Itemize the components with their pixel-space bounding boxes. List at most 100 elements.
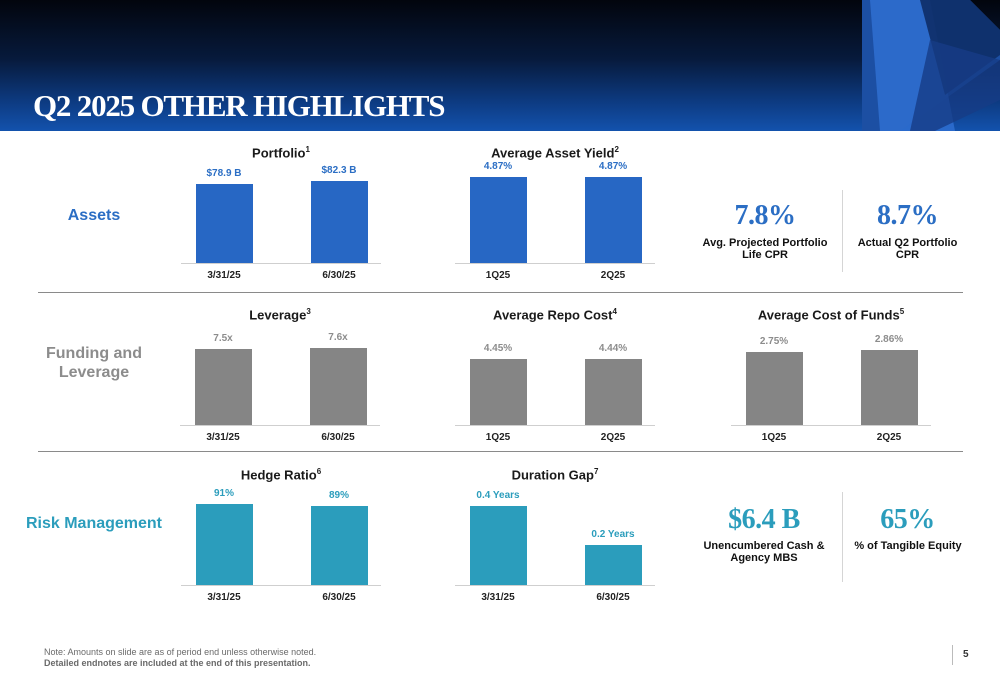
category-label: 6/30/25 bbox=[321, 432, 355, 443]
bar-value-label: 4.45% bbox=[483, 343, 513, 354]
endnote-marker: 5 bbox=[899, 307, 905, 316]
kpi-tangible-equity-label: % of Tangible Equity bbox=[854, 540, 962, 552]
category-label: 2Q25 bbox=[600, 270, 626, 281]
bar bbox=[469, 359, 527, 425]
footnote-line-1: Note: Amounts on slide are as of period … bbox=[44, 647, 317, 657]
chart-baseline bbox=[181, 263, 381, 264]
bar-value-label: 89% bbox=[328, 490, 349, 501]
bar-value-label: 7.5x bbox=[213, 333, 233, 344]
bar-value-label: 0.4 Years bbox=[476, 490, 520, 501]
row-label-risk: Risk Management bbox=[25, 515, 163, 532]
row-divider bbox=[38, 451, 963, 452]
kpi-separator bbox=[842, 492, 843, 582]
category-label: 1Q25 bbox=[485, 270, 511, 281]
endnote-marker: 2 bbox=[614, 145, 619, 154]
kpi-projected-cpr-label: Avg. Projected Portfolio Life CPR bbox=[702, 237, 828, 261]
page-number: 5 bbox=[963, 649, 969, 660]
chart-baseline bbox=[455, 263, 655, 264]
brand-graphic-icon bbox=[862, 0, 1000, 131]
chart-baseline bbox=[731, 425, 931, 426]
endnote-marker: 6 bbox=[316, 467, 322, 476]
bar bbox=[195, 504, 253, 585]
category-label: 3/31/25 bbox=[481, 592, 515, 603]
endnote-marker: 7 bbox=[593, 467, 599, 476]
page-number-divider bbox=[952, 645, 953, 665]
category-label: 2Q25 bbox=[876, 432, 902, 443]
chart-title: Average Repo Cost4 bbox=[455, 307, 655, 322]
chart-title: Hedge Ratio6 bbox=[181, 467, 381, 482]
kpi-actual-cpr-value: 8.7% bbox=[877, 200, 939, 231]
bar bbox=[310, 181, 368, 263]
chart-baseline bbox=[181, 585, 381, 586]
bar-value-label: $78.9 B bbox=[206, 168, 242, 179]
chart-repo-cost: Average Repo Cost4 4.45% 1Q25 4.44% 2Q25 bbox=[455, 307, 655, 443]
bar bbox=[309, 348, 367, 425]
bar bbox=[310, 506, 368, 585]
chart-title-text: Portfolio bbox=[252, 145, 306, 161]
chart-title: Duration Gap7 bbox=[455, 467, 655, 482]
kpi-actual-cpr-label: Actual Q2 Portfolio CPR bbox=[857, 237, 958, 261]
page-title: Q2 2025 OTHER HIGHLIGHTS bbox=[33, 88, 446, 123]
bar bbox=[195, 184, 253, 263]
bar bbox=[469, 177, 527, 263]
category-label: 3/31/25 bbox=[206, 432, 240, 443]
bar bbox=[584, 545, 642, 585]
chart-baseline bbox=[455, 585, 655, 586]
bar-value-label: 7.6x bbox=[328, 332, 348, 343]
chart-duration-gap: Duration Gap7 0.4 Years 3/31/25 0.2 Years 6/… bbox=[455, 467, 655, 603]
chart-title-text: Hedge Ratio bbox=[240, 467, 317, 483]
row-label-assets: Assets bbox=[67, 207, 121, 224]
chart-asset-yield: Average Asset Yield2 4.87% 1Q25 4.87% 2Q25 bbox=[455, 145, 655, 281]
kpi-separator bbox=[842, 190, 843, 272]
bar bbox=[469, 506, 527, 585]
endnote-marker: 1 bbox=[305, 145, 310, 154]
bar-value-label: 2.75% bbox=[759, 336, 789, 347]
category-label: 6/30/25 bbox=[322, 592, 356, 603]
row-divider bbox=[38, 292, 963, 293]
chart-portfolio: Portfolio1 $78.9 B 3/31/25 $82.3 B 6/30/25 bbox=[181, 145, 381, 281]
bar-value-label: $82.3 B bbox=[321, 165, 357, 176]
endnote-marker: 3 bbox=[306, 307, 311, 316]
chart-title: Portfolio1 bbox=[181, 145, 381, 160]
bar bbox=[584, 177, 642, 263]
category-label: 6/30/25 bbox=[322, 270, 356, 281]
kpi-unencumbered-value: $6.4 B bbox=[728, 504, 800, 535]
kpi-tangible-equity-value: 65% bbox=[880, 504, 935, 535]
chart-leverage: Leverage3 7.5x 3/31/25 7.6x 6/30/25 bbox=[180, 307, 380, 443]
kpi-unencumbered-label: Unencumbered Cash & Agency MBS bbox=[703, 540, 825, 564]
chart-title-text: Average Asset Yield bbox=[491, 145, 615, 161]
bar-value-label: 4.87% bbox=[598, 161, 628, 172]
chart-baseline bbox=[455, 425, 655, 426]
category-label: 1Q25 bbox=[485, 432, 511, 443]
bar-value-label: 4.44% bbox=[598, 343, 628, 354]
bar-value-label: 4.87% bbox=[483, 161, 513, 172]
bar-value-label: 0.2 Years bbox=[591, 529, 635, 540]
bar bbox=[860, 350, 918, 425]
bar-value-label: 91% bbox=[213, 488, 234, 499]
category-label: 6/30/25 bbox=[596, 592, 630, 603]
endnote-marker: 4 bbox=[612, 307, 617, 316]
chart-cost-of-funds: Average Cost of Funds5 2.75% 1Q25 2.86% 2Q25 bbox=[731, 307, 931, 443]
chart-title: Average Asset Yield2 bbox=[455, 145, 655, 160]
category-label: 3/31/25 bbox=[207, 592, 241, 603]
bar bbox=[194, 349, 252, 425]
chart-baseline bbox=[180, 425, 380, 426]
chart-title: Average Cost of Funds5 bbox=[731, 307, 931, 322]
kpi-projected-cpr-value: 7.8% bbox=[734, 200, 797, 231]
footnote-line-2: Detailed endnotes are included at the en… bbox=[44, 658, 311, 668]
chart-title-text: Average Cost of Funds bbox=[757, 307, 900, 323]
chart-title-text: Leverage bbox=[249, 307, 307, 323]
chart-title: Leverage3 bbox=[180, 307, 380, 322]
category-label: 1Q25 bbox=[761, 432, 787, 443]
chart-hedge-ratio: Hedge Ratio6 91% 3/31/25 89% 6/30/25 bbox=[181, 467, 381, 603]
bar bbox=[745, 352, 803, 425]
chart-title-text: Average Repo Cost bbox=[493, 307, 613, 323]
header-banner: Q2 2025 OTHER HIGHLIGHTS bbox=[0, 0, 1000, 131]
chart-title-text: Duration Gap bbox=[511, 467, 594, 483]
category-label: 2Q25 bbox=[600, 432, 626, 443]
footnote: Note: Amounts on slide are as of period … bbox=[44, 647, 316, 669]
bar-value-label: 2.86% bbox=[874, 334, 904, 345]
bar bbox=[584, 359, 642, 425]
row-label-funding: Funding and Leverage bbox=[46, 345, 142, 381]
category-label: 3/31/25 bbox=[207, 270, 241, 281]
